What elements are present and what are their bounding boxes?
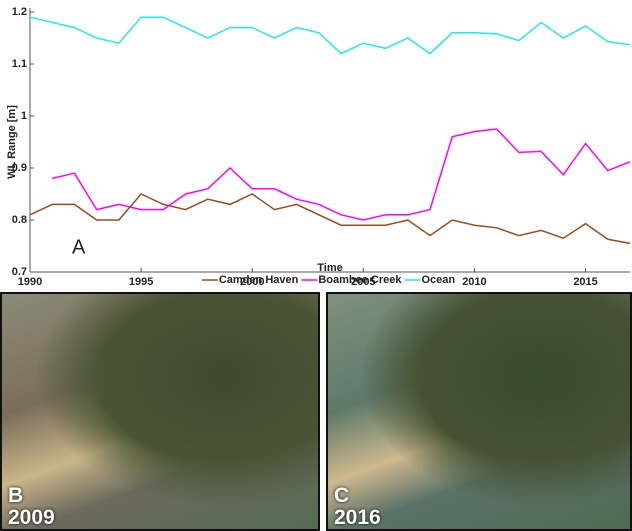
series-line <box>52 129 630 220</box>
image-letter: C <box>334 485 381 507</box>
x-tick-label: 2010 <box>462 276 486 288</box>
x-tick-label: 1990 <box>18 276 42 288</box>
image-year: 2009 <box>8 507 55 529</box>
legend-label: Camden Haven <box>219 274 299 286</box>
x-tick-label: 2015 <box>573 276 597 288</box>
y-tick-label: 1 <box>21 110 27 122</box>
legend-label: Ocean <box>422 274 456 286</box>
y-tick-label: 0.9 <box>12 162 27 174</box>
figure: WL Range [m] Time A 0.70.80.911.11.21990… <box>0 0 632 531</box>
panel-label: A <box>72 236 86 258</box>
image-letter: B <box>8 485 55 507</box>
series-line <box>30 194 630 243</box>
x-tick-label: 1995 <box>129 276 153 288</box>
y-tick-label: 1.1 <box>12 58 27 70</box>
series-line <box>30 17 630 53</box>
chart: WL Range [m] Time A 0.70.80.911.11.21990… <box>0 0 632 292</box>
y-tick-label: 0.8 <box>12 214 27 226</box>
legend-label: Boambee Creek <box>318 274 402 286</box>
y-tick-label: 1.2 <box>12 6 27 18</box>
image-year: 2016 <box>334 507 381 529</box>
